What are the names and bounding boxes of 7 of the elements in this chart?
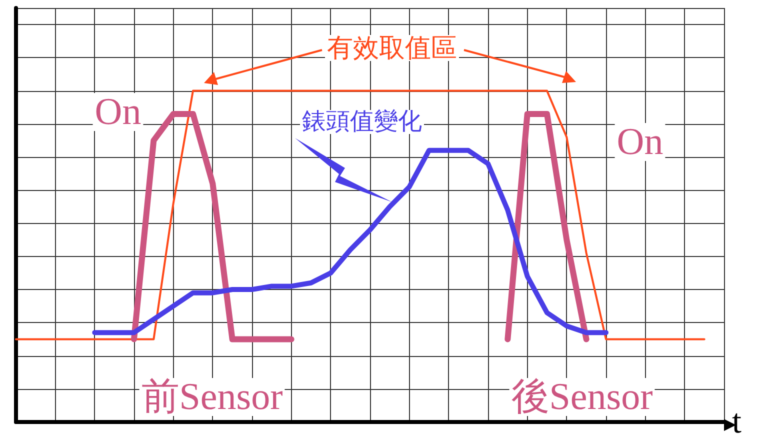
x-axis-title: t: [732, 404, 742, 439]
annotation: On: [94, 91, 142, 133]
annotation: 前Sensor: [141, 376, 284, 418]
text: 有效取值區: [327, 34, 457, 62]
annotation: 後Sensor: [511, 376, 654, 418]
annotation: On: [616, 121, 664, 163]
annotation: 錶頭值變化: [302, 109, 422, 135]
